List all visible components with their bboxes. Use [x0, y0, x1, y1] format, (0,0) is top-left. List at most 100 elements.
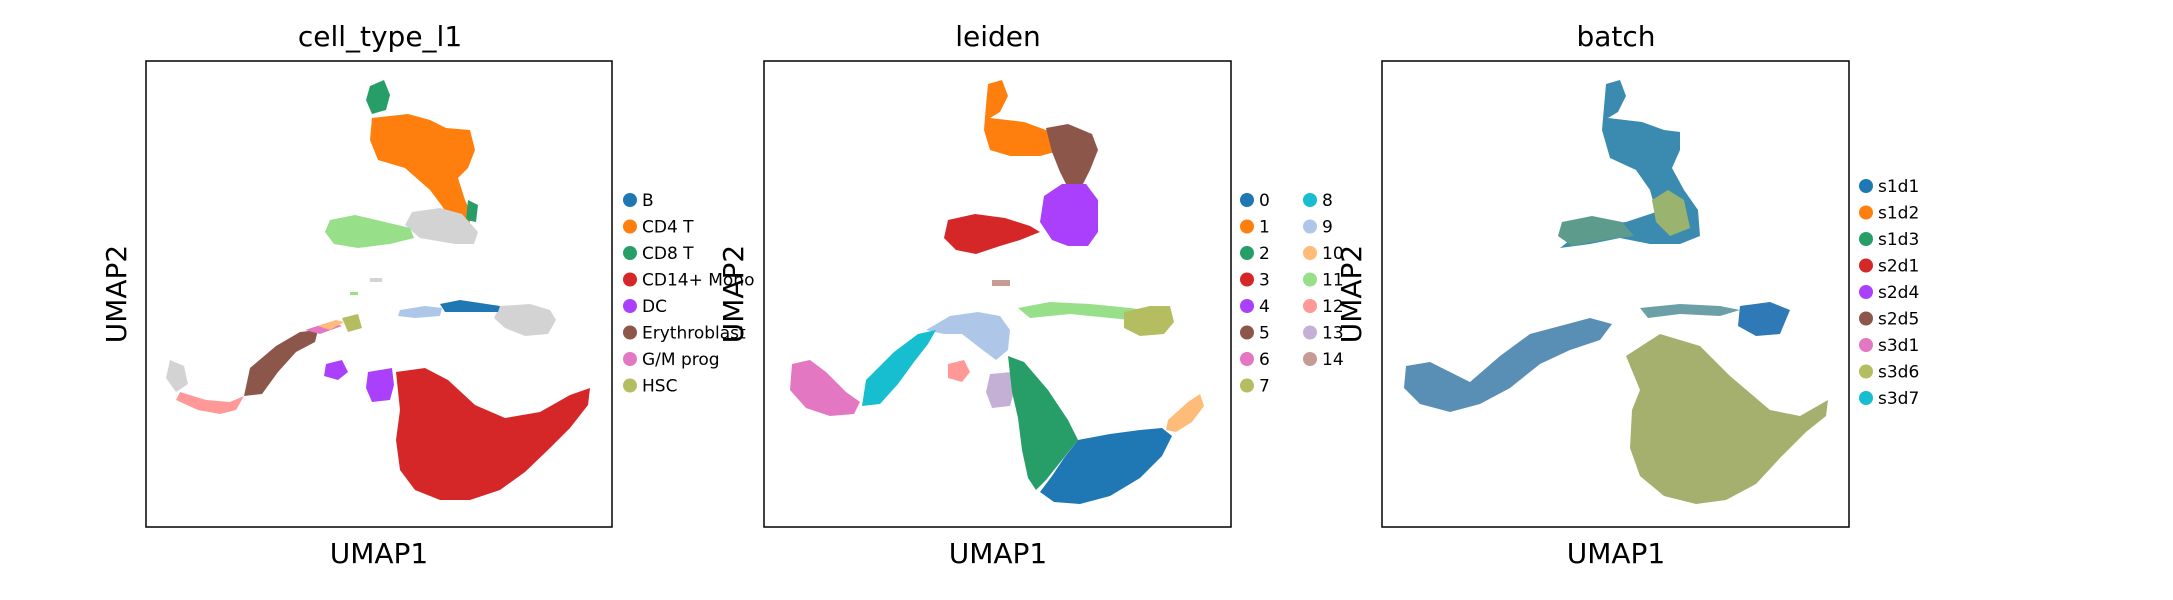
legend-marker — [1303, 246, 1317, 260]
scatter-points — [166, 80, 590, 500]
legend-label: 7 — [1259, 377, 1270, 397]
legend: s1d1 s1d2 s1d3 s2d1 s2d4 s2d5 s3d1 s3d6 s3d7 — [1859, 177, 1919, 409]
legend-label: 1 — [1259, 218, 1270, 238]
legend-marker — [1303, 352, 1317, 366]
legend-label: s2d5 — [1878, 310, 1919, 330]
legend-marker — [1303, 325, 1317, 340]
cluster-gm-prog — [176, 392, 244, 414]
legend-marker — [1859, 364, 1873, 379]
legend-marker — [1240, 352, 1254, 366]
legend-label: Erythroblast — [642, 324, 746, 344]
legend-label: 2 — [1259, 244, 1270, 264]
legend-label: B — [642, 191, 654, 211]
legend: B CD4 T CD8 T CD14+ Mono DC Erythroblast G/M p… — [623, 191, 754, 397]
legend-marker — [623, 378, 637, 393]
cluster-unlabeled-left — [166, 360, 188, 392]
cluster-3 — [944, 214, 1040, 254]
legend-marker — [1859, 391, 1873, 405]
batch-mix — [1626, 334, 1828, 504]
panel-title: leiden — [955, 20, 1041, 53]
legend-marker — [623, 219, 637, 234]
batch-mix — [1558, 216, 1634, 246]
legend-marker — [1859, 338, 1873, 352]
plot-frame — [1381, 60, 1850, 528]
legend-label: 4 — [1259, 297, 1270, 317]
cluster-6 — [790, 360, 860, 416]
legend-marker — [1859, 311, 1873, 326]
y-axis-label: UMAP2 — [1335, 245, 1368, 344]
scatter-points — [790, 80, 1204, 504]
legend-label: 3 — [1259, 271, 1270, 291]
legend-marker — [1240, 299, 1254, 313]
cluster-cd8t — [366, 80, 390, 114]
cluster-4 — [1040, 184, 1098, 246]
scatter-points — [1404, 80, 1828, 504]
cluster-unlabeled — [405, 208, 478, 244]
legend-marker — [1303, 193, 1317, 207]
legend-marker — [1240, 246, 1254, 260]
legend-label: 10 — [1322, 244, 1344, 264]
legend-label: 11 — [1322, 271, 1344, 291]
legend-marker — [623, 272, 637, 287]
cluster-cd14-mono — [396, 368, 590, 500]
cluster-dc — [366, 368, 394, 402]
panel-batch: batch UMAP1 UMAP2 s1d1 s1d2 s1d3 s2d1 s2d4 s2… — [1335, 20, 1919, 570]
legend-marker — [1859, 205, 1873, 220]
x-axis-label: UMAP1 — [330, 537, 429, 570]
panel-title: batch — [1576, 20, 1655, 53]
legend-marker — [1240, 325, 1254, 340]
cluster-cd4t — [370, 114, 475, 228]
legend-label: s2d1 — [1878, 257, 1919, 277]
legend-label: s1d3 — [1878, 230, 1919, 250]
cluster-8 — [862, 330, 936, 406]
panel-cell-type: cell_type_l1 — [100, 20, 754, 570]
cluster-erythroblast — [244, 330, 318, 396]
legend-label: 0 — [1259, 191, 1270, 211]
legend-label: 6 — [1259, 350, 1270, 370]
legend-marker — [1303, 299, 1317, 313]
cluster-small-island — [350, 292, 358, 295]
cluster-14 — [992, 280, 1010, 286]
cluster-7 — [1124, 306, 1174, 336]
legend-label: 5 — [1259, 324, 1270, 344]
cluster-5 — [1046, 124, 1098, 188]
cluster-9 — [926, 312, 1010, 360]
legend-label: s2d4 — [1878, 283, 1919, 303]
legend-marker — [623, 352, 637, 366]
x-axis-label: UMAP1 — [949, 537, 1048, 570]
cluster-small-island — [370, 278, 382, 282]
legend-label: s3d7 — [1878, 389, 1919, 409]
panel-title: cell_type_l1 — [298, 20, 462, 53]
cluster-dc — [324, 360, 348, 380]
legend-label: 8 — [1322, 191, 1333, 211]
batch-mix — [1640, 304, 1740, 318]
legend-label: G/M prog — [642, 350, 720, 370]
legend-marker — [623, 193, 637, 207]
cluster-orange-streak — [318, 320, 344, 330]
legend-marker — [623, 325, 637, 340]
legend-marker — [1859, 232, 1873, 246]
legend-marker — [1303, 219, 1317, 234]
cluster-cd8t-small — [466, 200, 478, 222]
legend-label: s3d1 — [1878, 336, 1919, 356]
cluster-12 — [948, 360, 970, 382]
legend-marker — [1303, 272, 1317, 287]
batch-mix — [1652, 190, 1690, 236]
plot-frame — [145, 60, 613, 528]
legend-marker — [623, 299, 637, 313]
legend-label: 13 — [1322, 324, 1344, 344]
legend-marker — [1859, 258, 1873, 273]
legend-marker — [623, 246, 637, 260]
batch-mix — [1738, 302, 1790, 336]
legend-marker — [1240, 219, 1254, 234]
legend-marker — [1859, 285, 1873, 299]
cluster-unlabeled — [494, 304, 556, 336]
batch-mix — [1404, 318, 1612, 412]
cluster-light-green — [325, 215, 414, 248]
cluster-13 — [986, 372, 1014, 408]
x-axis-label: UMAP1 — [1567, 537, 1666, 570]
cluster-hsc — [342, 314, 362, 332]
